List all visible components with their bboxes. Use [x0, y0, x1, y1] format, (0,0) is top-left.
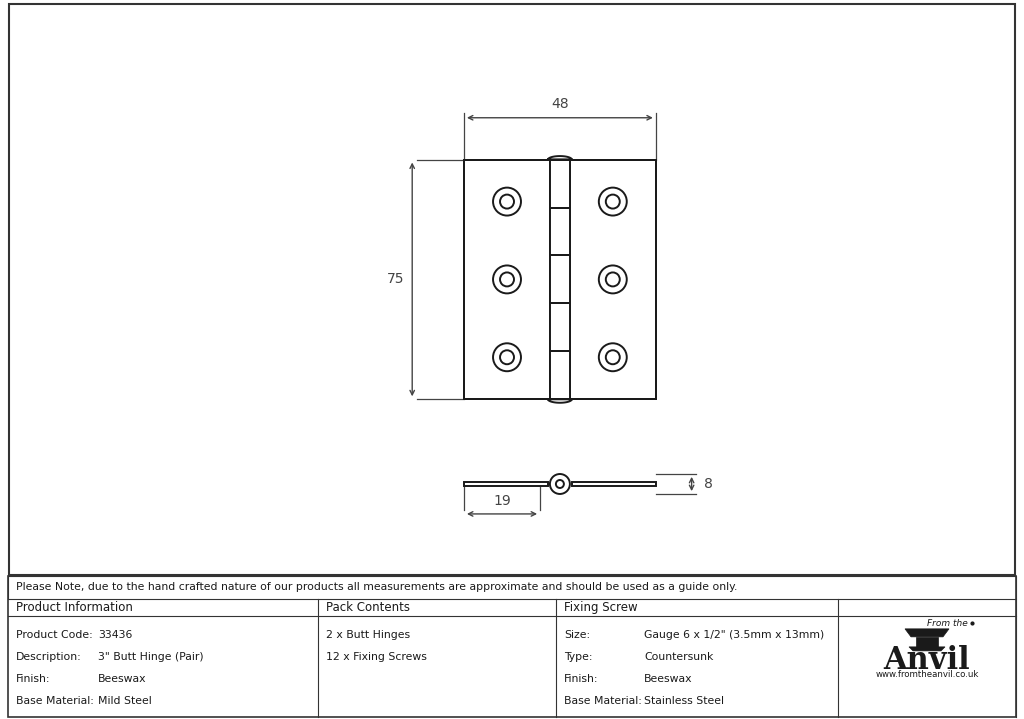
Text: Anvil: Anvil — [884, 646, 971, 677]
Bar — [464, 482, 548, 486]
Polygon shape — [909, 647, 945, 651]
Polygon shape — [548, 399, 571, 403]
Circle shape — [550, 474, 570, 494]
Bar — [550, 255, 570, 303]
Polygon shape — [905, 629, 949, 637]
Text: Stainless Steel: Stainless Steel — [644, 695, 724, 705]
Text: Mild Steel: Mild Steel — [98, 695, 152, 705]
Text: Fixing Screw: Fixing Screw — [564, 601, 638, 614]
Text: Pack Contents: Pack Contents — [326, 601, 410, 614]
Circle shape — [556, 480, 564, 488]
Circle shape — [493, 265, 521, 293]
Circle shape — [500, 350, 514, 365]
Text: Product Code:: Product Code: — [16, 630, 93, 639]
Text: 2 x Butt Hinges: 2 x Butt Hinges — [326, 630, 411, 639]
Text: Description:: Description: — [16, 651, 82, 661]
Circle shape — [500, 195, 514, 209]
Circle shape — [599, 188, 627, 216]
Circle shape — [606, 350, 620, 365]
Circle shape — [599, 265, 627, 293]
Text: Please Note, due to the hand crafted nature of our products all measurements are: Please Note, due to the hand crafted nat… — [16, 582, 737, 592]
Text: www.fromtheanvil.co.uk: www.fromtheanvil.co.uk — [876, 670, 979, 679]
Text: Beeswax: Beeswax — [98, 674, 146, 684]
Text: 33436: 33436 — [98, 630, 132, 639]
Bar — [550, 208, 570, 255]
Text: Countersunk: Countersunk — [644, 651, 714, 661]
Bar — [8, 576, 1016, 599]
Bar — [464, 160, 550, 399]
Text: Beeswax: Beeswax — [644, 674, 692, 684]
Text: 19: 19 — [494, 494, 511, 508]
Text: Base Material:: Base Material: — [16, 695, 94, 705]
Bar — [550, 352, 570, 399]
Bar — [571, 482, 655, 486]
Circle shape — [606, 273, 620, 286]
Circle shape — [500, 273, 514, 286]
Circle shape — [606, 195, 620, 209]
Bar — [550, 160, 570, 208]
Text: 8: 8 — [703, 477, 713, 491]
Bar — [550, 303, 570, 352]
Text: Gauge 6 x 1/2" (3.5mm x 13mm): Gauge 6 x 1/2" (3.5mm x 13mm) — [644, 630, 824, 639]
Circle shape — [493, 343, 521, 371]
Text: Product Information: Product Information — [16, 601, 133, 614]
Text: Finish:: Finish: — [564, 674, 598, 684]
Text: 3" Butt Hinge (Pair): 3" Butt Hinge (Pair) — [98, 651, 204, 661]
Bar — [916, 637, 938, 647]
Text: Size:: Size: — [564, 630, 590, 639]
Circle shape — [599, 343, 627, 371]
Circle shape — [493, 188, 521, 216]
Polygon shape — [548, 156, 571, 160]
Text: 75: 75 — [387, 273, 404, 286]
Text: Type:: Type: — [564, 651, 593, 661]
Text: From the: From the — [927, 619, 968, 628]
Text: Base Material:: Base Material: — [564, 695, 642, 705]
Bar — [464, 160, 655, 399]
Bar — [570, 160, 655, 399]
Text: 12 x Fixing Screws: 12 x Fixing Screws — [326, 651, 427, 661]
Text: Finish:: Finish: — [16, 674, 50, 684]
Text: 48: 48 — [551, 97, 568, 111]
